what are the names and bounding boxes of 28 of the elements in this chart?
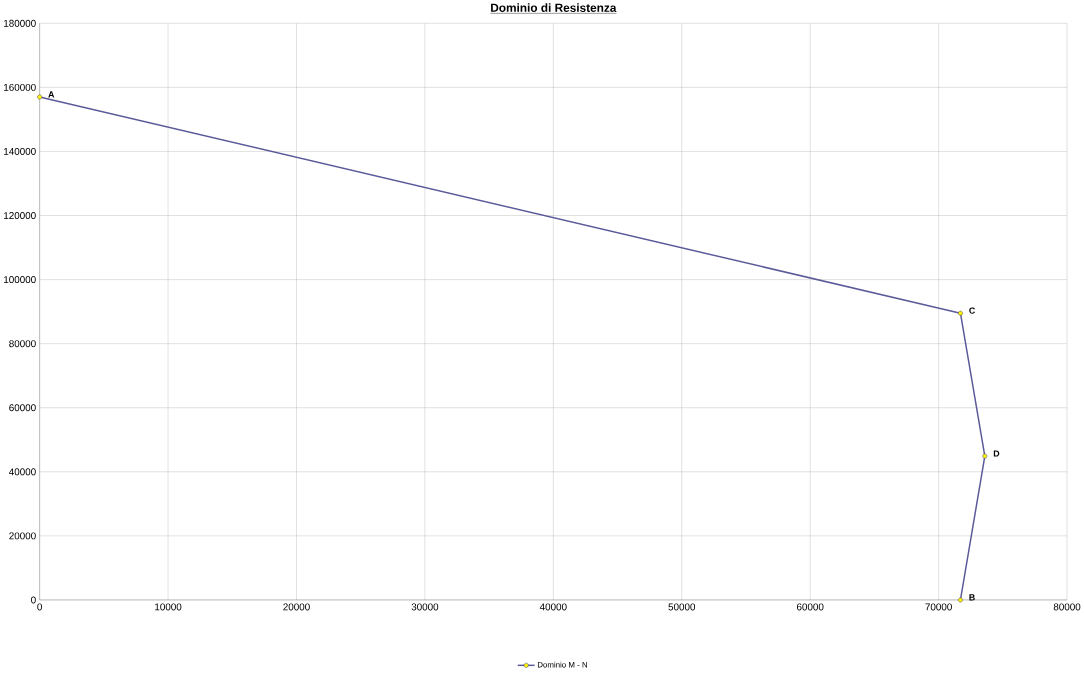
chart-title: Dominio di Resistenza [491,3,617,13]
x-tick-label: 80000 [1053,603,1081,611]
y-tick-label: 20000 [9,532,36,540]
x-tick-label: 50000 [668,603,696,611]
x-tick-label: 30000 [411,603,439,611]
point [958,310,963,316]
point [982,453,988,459]
x-tick-label: 70000 [925,603,952,611]
annotation: D [993,450,1000,457]
y-tick-label: 180000 [4,19,36,27]
point [37,94,43,100]
y-tick-label: 0 [31,596,36,604]
x-tick-label: 10000 [155,603,182,611]
point [958,597,963,603]
annotation: C [969,307,976,314]
y-tick-label: 140000 [4,148,36,155]
annotation: B [969,594,975,601]
x-tick-label: 60000 [796,603,824,611]
x-tick-label: 20000 [283,603,310,611]
x-tick-label: 0 [37,603,42,611]
y-tick-label: 160000 [4,83,36,91]
x-tick-label: 40000 [539,603,567,611]
y-tick-label: 100000 [4,276,36,284]
y-tick-label: 120000 [4,212,36,220]
y-tick-label: 40000 [9,468,36,476]
y-tick-label: 80000 [9,340,36,348]
y-tick-label: 60000 [9,404,36,412]
annotation: A [48,91,55,98]
